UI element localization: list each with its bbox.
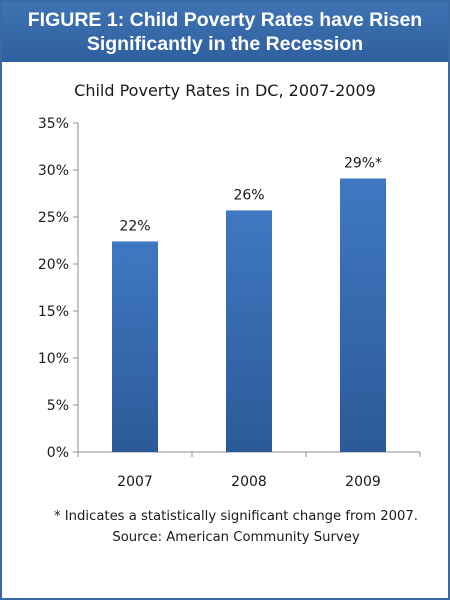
bar bbox=[112, 241, 158, 452]
figure-banner: FIGURE 1: Child Poverty Rates have Risen… bbox=[2, 2, 448, 62]
bar-data-label: 29%* bbox=[344, 155, 382, 171]
x-category-label: 2007 bbox=[117, 474, 153, 490]
bar-data-label: 26% bbox=[233, 187, 264, 203]
y-axis: 0% 5% 10% 15% 20% 25% 30% 35% bbox=[38, 116, 79, 461]
y-tick-label: 35% bbox=[38, 116, 69, 132]
y-tick-label: 15% bbox=[38, 304, 69, 320]
banner-title-line-2: Significantly in the Recession bbox=[86, 33, 364, 55]
footnote: * Indicates a statistically significant … bbox=[54, 509, 418, 545]
chart-title: Child Poverty Rates in DC, 2007-2009 bbox=[74, 81, 376, 100]
banner-title-line-1: FIGURE 1: Child Poverty Rates have Risen bbox=[27, 9, 423, 31]
y-tick-label: 10% bbox=[38, 351, 69, 367]
y-tick-label: 30% bbox=[38, 163, 69, 179]
bar bbox=[340, 178, 386, 452]
x-axis: 2007 2008 2009 bbox=[77, 451, 421, 490]
x-category-label: 2008 bbox=[231, 474, 267, 490]
x-category-label: 2009 bbox=[345, 474, 381, 490]
bar-series: 22% 26% 29%* bbox=[112, 155, 386, 452]
y-tick-label: 25% bbox=[38, 210, 69, 226]
bar bbox=[226, 210, 272, 452]
y-tick-label: 5% bbox=[47, 398, 69, 414]
bar-data-label: 22% bbox=[119, 218, 150, 234]
y-tick-label: 0% bbox=[47, 445, 69, 461]
y-tick-label: 20% bbox=[38, 257, 69, 273]
